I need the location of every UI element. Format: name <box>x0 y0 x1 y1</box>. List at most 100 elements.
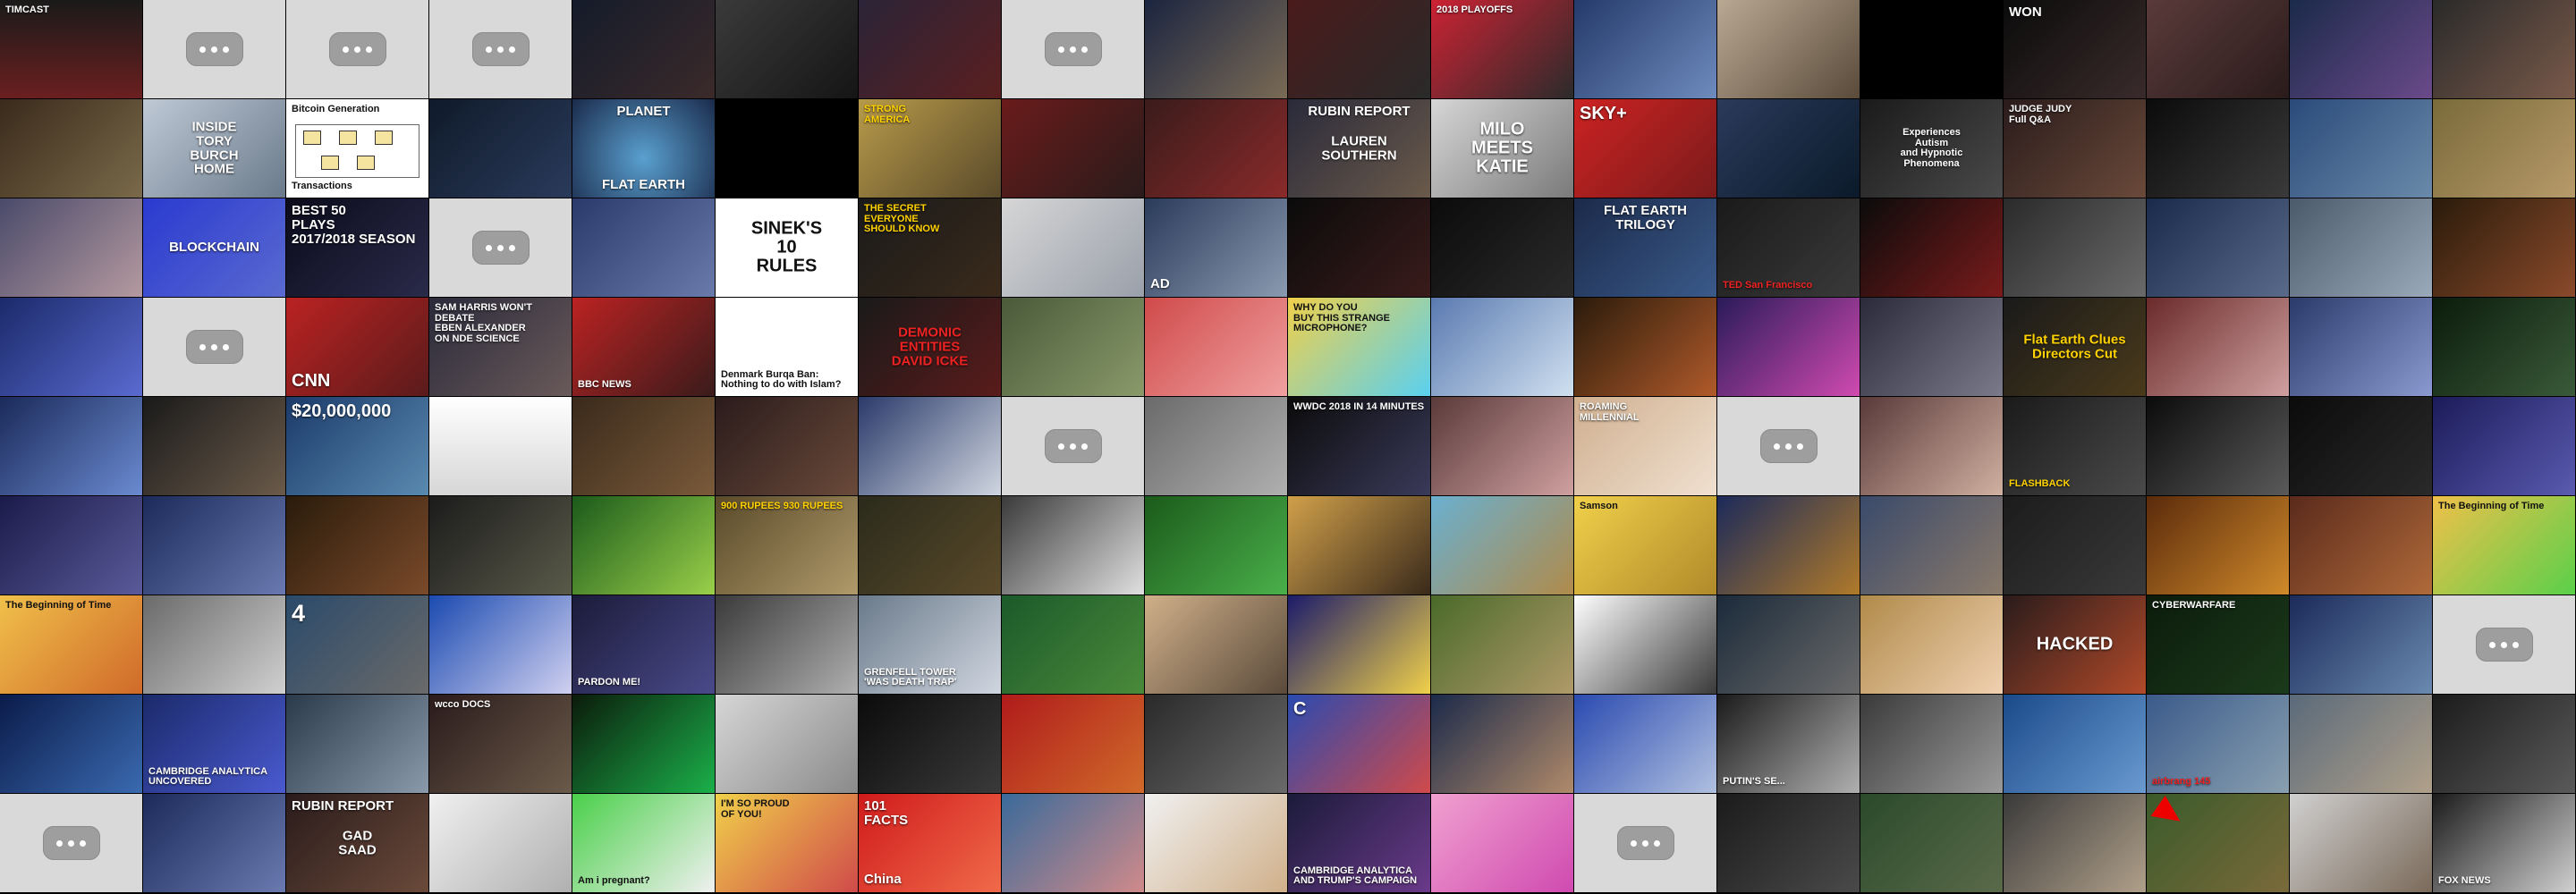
video-thumbnail[interactable] <box>2147 298 2290 397</box>
video-thumbnail[interactable]: The Beginning of Time <box>0 595 143 695</box>
video-thumbnail[interactable]: BEST 50 PLAYS 2017/2018 SEASON <box>286 198 429 298</box>
video-thumbnail[interactable] <box>572 496 716 595</box>
video-thumbnail[interactable]: CYBERWARFARE <box>2147 595 2290 695</box>
video-thumbnail[interactable]: STRONG AMERICA <box>859 99 1002 198</box>
video-thumbnail[interactable]: 900 RUPEES 930 RUPEES <box>716 496 859 595</box>
video-thumbnail[interactable]: Experiences Autism and Hypnotic Phenomen… <box>1860 99 2004 198</box>
video-thumbnail[interactable]: BBC NEWS <box>572 298 716 397</box>
video-thumbnail[interactable]: MILO MEETS KATIE <box>1431 99 1574 198</box>
video-thumbnail[interactable] <box>2004 794 2147 893</box>
video-thumbnail[interactable] <box>1002 794 1145 893</box>
video-thumbnail[interactable] <box>1431 794 1574 893</box>
video-thumbnail[interactable] <box>0 397 143 496</box>
video-thumbnail[interactable] <box>716 695 859 794</box>
video-thumbnail[interactable]: PUTIN'S SE... <box>1717 695 1860 794</box>
video-thumbnail[interactable] <box>1002 595 1145 695</box>
video-thumbnail[interactable] <box>2290 298 2433 397</box>
video-thumbnail[interactable] <box>429 397 572 496</box>
video-thumbnail[interactable] <box>2433 298 2576 397</box>
video-thumbnail[interactable] <box>1145 695 1288 794</box>
video-thumbnail[interactable]: Bitcoin Generation Transactions <box>286 99 429 198</box>
video-thumbnail[interactable]: Samson <box>1574 496 1717 595</box>
video-thumbnail[interactable]: 2018 PLAYOFFS <box>1431 0 1574 99</box>
video-thumbnail[interactable] <box>859 397 1002 496</box>
video-thumbnail[interactable] <box>2433 0 2576 99</box>
video-thumbnail[interactable] <box>143 397 286 496</box>
video-thumbnail[interactable] <box>1860 496 2004 595</box>
video-thumbnail[interactable] <box>429 595 572 695</box>
video-thumbnail[interactable] <box>572 397 716 496</box>
video-thumbnail[interactable]: C <box>1288 695 1431 794</box>
video-thumbnail[interactable] <box>1574 0 1717 99</box>
video-thumbnail[interactable] <box>1145 0 1288 99</box>
video-thumbnail[interactable] <box>2290 0 2433 99</box>
video-thumbnail[interactable]: CAMBRIDGE ANALYTICA UNCOVERED <box>143 695 286 794</box>
video-thumbnail[interactable]: I'M SO PROUD OF YOU! <box>716 794 859 893</box>
video-thumbnail[interactable] <box>1288 595 1431 695</box>
video-thumbnail[interactable] <box>2004 496 2147 595</box>
video-thumbnail[interactable] <box>2147 496 2290 595</box>
video-thumbnail[interactable]: Am i pregnant? <box>572 794 716 893</box>
video-thumbnail[interactable] <box>2147 794 2290 893</box>
video-thumbnail[interactable] <box>2290 397 2433 496</box>
video-thumbnail[interactable] <box>286 695 429 794</box>
video-thumbnail[interactable] <box>2290 794 2433 893</box>
video-thumbnail[interactable]: SAM HARRIS WON'T DEBATE EBEN ALEXANDER O… <box>429 298 572 397</box>
video-thumbnail[interactable] <box>2290 595 2433 695</box>
video-thumbnail[interactable] <box>1717 0 1860 99</box>
video-thumbnail[interactable]: PLANET FLAT EARTH <box>572 99 716 198</box>
thumbnail-placeholder[interactable] <box>0 794 143 893</box>
video-thumbnail[interactable] <box>1717 595 1860 695</box>
video-thumbnail[interactable]: 4 <box>286 595 429 695</box>
video-thumbnail[interactable]: wcco DOCS <box>429 695 572 794</box>
video-thumbnail[interactable] <box>1860 397 2004 496</box>
video-thumbnail[interactable] <box>1145 397 1288 496</box>
video-thumbnail[interactable]: BLOCKCHAIN <box>143 198 286 298</box>
thumbnail-placeholder[interactable] <box>2433 595 2576 695</box>
video-thumbnail[interactable] <box>2147 397 2290 496</box>
video-thumbnail[interactable]: GRENFELL TOWER 'WAS DEATH TRAP' <box>859 595 1002 695</box>
video-thumbnail[interactable] <box>1145 794 1288 893</box>
video-thumbnail[interactable] <box>1860 595 2004 695</box>
thumbnail-placeholder[interactable] <box>1002 397 1145 496</box>
video-thumbnail[interactable] <box>1717 794 1860 893</box>
video-thumbnail[interactable] <box>1717 298 1860 397</box>
video-thumbnail[interactable] <box>1288 198 1431 298</box>
video-thumbnail[interactable] <box>143 496 286 595</box>
video-thumbnail[interactable] <box>0 695 143 794</box>
video-thumbnail[interactable] <box>1145 595 1288 695</box>
video-thumbnail[interactable] <box>1002 496 1145 595</box>
video-thumbnail[interactable] <box>2147 99 2290 198</box>
video-thumbnail[interactable] <box>859 0 1002 99</box>
video-thumbnail[interactable] <box>1288 0 1431 99</box>
video-thumbnail[interactable] <box>859 695 1002 794</box>
video-thumbnail[interactable] <box>143 595 286 695</box>
video-thumbnail[interactable]: FLASHBACK <box>2004 397 2147 496</box>
video-thumbnail[interactable]: WON <box>2004 0 2147 99</box>
video-thumbnail[interactable] <box>2004 198 2147 298</box>
video-thumbnail[interactable] <box>0 198 143 298</box>
video-thumbnail[interactable] <box>2290 695 2433 794</box>
video-thumbnail[interactable] <box>1002 99 1145 198</box>
video-thumbnail[interactable] <box>1574 595 1717 695</box>
video-thumbnail[interactable] <box>1288 496 1431 595</box>
video-thumbnail[interactable] <box>143 794 286 893</box>
video-thumbnail[interactable]: RUBIN REPORT GAD SAAD <box>286 794 429 893</box>
video-thumbnail[interactable]: SINEK'S 10 RULES <box>716 198 859 298</box>
video-thumbnail[interactable] <box>1002 198 1145 298</box>
video-thumbnail[interactable]: $20,000,000 <box>286 397 429 496</box>
video-thumbnail[interactable] <box>2433 695 2576 794</box>
thumbnail-placeholder[interactable] <box>143 0 286 99</box>
video-thumbnail[interactable] <box>0 298 143 397</box>
video-thumbnail[interactable] <box>1860 198 2004 298</box>
video-thumbnail[interactable]: AD <box>1145 198 1288 298</box>
video-thumbnail[interactable] <box>0 496 143 595</box>
video-thumbnail[interactable]: DEMONIC ENTITIES DAVID ICKE <box>859 298 1002 397</box>
video-thumbnail[interactable]: TED San Francisco <box>1717 198 1860 298</box>
thumbnail-placeholder[interactable] <box>1717 397 1860 496</box>
video-thumbnail[interactable] <box>1431 595 1574 695</box>
thumbnail-placeholder[interactable] <box>1574 794 1717 893</box>
video-thumbnail[interactable]: PARDON ME! <box>572 595 716 695</box>
video-thumbnail[interactable]: The Beginning of Time <box>2433 496 2576 595</box>
video-thumbnail[interactable] <box>2290 198 2433 298</box>
